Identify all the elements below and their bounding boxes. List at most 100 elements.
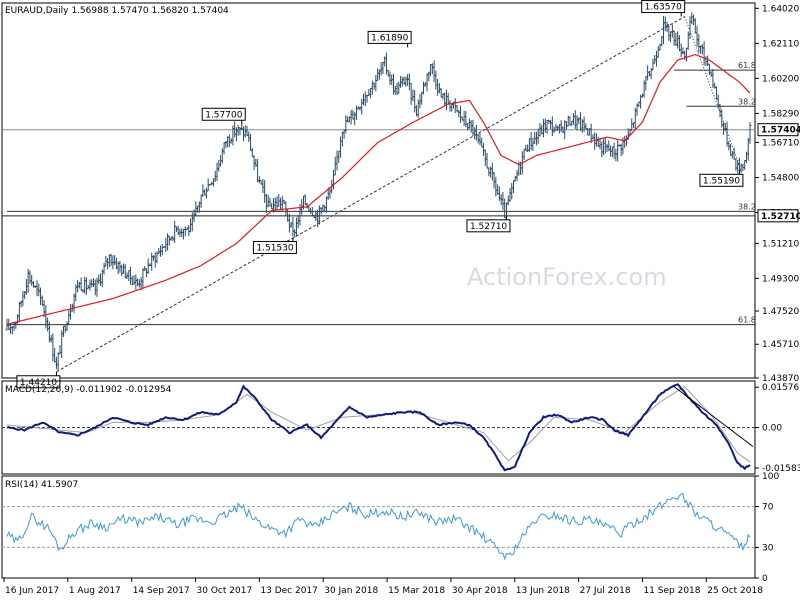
price-bar <box>644 75 648 91</box>
price-bar <box>651 58 655 71</box>
price-bar <box>459 105 463 124</box>
callout-box <box>699 173 744 187</box>
watermark: ActionForex.com <box>467 263 667 291</box>
price-bar <box>619 143 623 157</box>
price-bar <box>646 65 650 81</box>
price-bar <box>501 192 505 211</box>
price-bar <box>123 264 127 279</box>
price-bar <box>236 125 240 136</box>
price-bar <box>526 144 530 153</box>
price-bar <box>406 74 410 86</box>
price-bar <box>464 111 468 128</box>
x-tick-label: 30 Oct 2017 <box>197 586 253 596</box>
price-bar <box>407 73 411 91</box>
price-bar <box>314 211 318 221</box>
current-price-box <box>757 123 799 137</box>
price-bar <box>247 131 251 143</box>
price-bar <box>323 205 327 212</box>
price-bar <box>672 30 676 46</box>
x-tick-label: 27 Jul 2018 <box>580 586 631 596</box>
y-tick-label: 1.60200 <box>762 74 799 84</box>
y-tick-label: 1.47520 <box>762 307 799 317</box>
price-panel-frame <box>1 2 756 379</box>
price-bar <box>730 150 734 159</box>
price-bar <box>324 196 328 213</box>
price-bar <box>183 226 187 237</box>
price-bar <box>316 209 320 227</box>
y-tick-label: -0.015834 <box>762 464 800 474</box>
price-bar <box>70 303 74 312</box>
price-bar <box>153 252 157 268</box>
fib-level-label: 61.8 <box>738 316 756 325</box>
x-tick-label: 16 Jun 2017 <box>5 586 59 596</box>
y-tick-label: 0.015762 <box>762 383 800 393</box>
price-bar <box>572 113 576 125</box>
price-bar <box>169 236 173 241</box>
price-bar <box>667 24 671 41</box>
price-bar <box>222 142 226 155</box>
price-bar <box>261 178 265 194</box>
price-bar <box>275 196 279 211</box>
price-bar <box>690 12 694 25</box>
price-bar <box>409 82 413 106</box>
price-bar <box>24 279 28 296</box>
price-bar <box>485 152 489 169</box>
price-bar <box>729 144 733 156</box>
price-bar <box>201 184 205 197</box>
price-bar <box>17 301 21 323</box>
price-bar <box>612 142 616 160</box>
price-bar <box>422 81 426 95</box>
price-bar <box>677 35 681 52</box>
y-tick-label: 30 <box>762 543 774 553</box>
price-bar <box>132 275 136 285</box>
price-bar <box>354 105 358 120</box>
price-bar <box>30 274 34 286</box>
callout-box <box>367 30 412 44</box>
price-bar <box>264 194 268 213</box>
y-tick-label: 0 <box>762 574 768 584</box>
y-tick-label: 100 <box>762 472 779 482</box>
y-tick-label: 0.00 <box>762 424 782 434</box>
macd-trendline <box>673 386 754 448</box>
price-bar <box>695 25 699 47</box>
price-bar <box>245 125 249 137</box>
price-bar <box>474 124 478 141</box>
price-bar <box>203 189 207 196</box>
y-tick-label: 1.54800 <box>762 173 799 183</box>
price-bar <box>444 89 448 111</box>
price-bar <box>309 207 313 214</box>
y-tick-label: 1.64020 <box>762 4 799 14</box>
price-bar <box>151 255 155 261</box>
price-bar <box>714 86 718 100</box>
price-bar <box>277 193 281 207</box>
price-bar <box>429 63 433 77</box>
y-tick-label: 1.51210 <box>762 239 799 249</box>
price-bar <box>93 279 97 296</box>
price-bar <box>374 75 378 92</box>
callout-label: 1.61890 <box>371 33 408 43</box>
price-bar <box>63 324 67 333</box>
price-bar <box>351 110 355 120</box>
price-bar <box>37 283 41 297</box>
price-bar <box>150 252 154 271</box>
price-bar <box>256 158 260 183</box>
price-bar <box>494 176 498 197</box>
trendline <box>56 16 685 373</box>
price-bar <box>129 266 133 285</box>
price-bar <box>61 325 65 337</box>
price-bar <box>467 118 471 129</box>
price-bar <box>462 110 466 126</box>
price-bar <box>335 150 339 171</box>
price-bar <box>211 178 215 187</box>
price-bar <box>596 136 600 148</box>
price-bar <box>342 129 346 139</box>
price-bar <box>739 163 743 173</box>
price-bar <box>227 134 231 148</box>
x-tick-label: 25 Oct 2018 <box>707 586 763 596</box>
price-bar <box>632 122 636 129</box>
price-bar <box>107 254 111 268</box>
price-bar <box>178 228 182 237</box>
callout-label: 1.44210 <box>20 378 57 388</box>
price-bar <box>600 141 604 158</box>
price-bar <box>167 235 171 246</box>
